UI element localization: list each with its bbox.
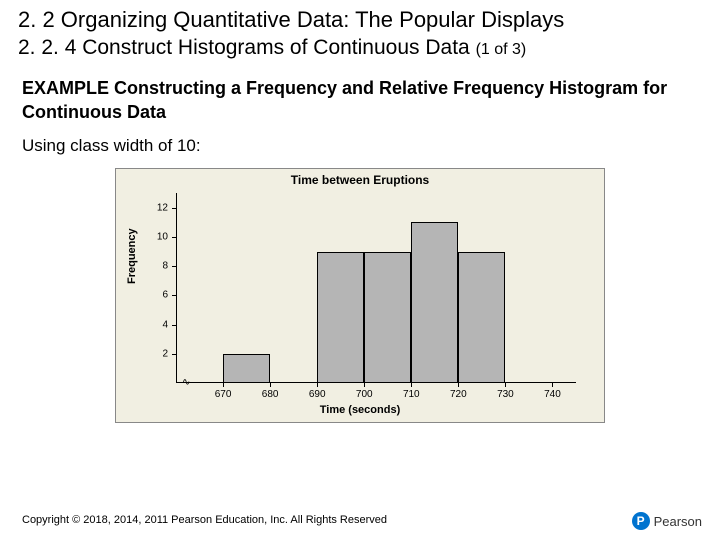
y-tick <box>172 208 176 209</box>
histogram-bar <box>317 252 364 384</box>
pearson-logo-icon: P <box>632 512 650 530</box>
x-tick-label: 700 <box>356 389 373 400</box>
x-tick <box>552 383 553 387</box>
y-tick-label: 10 <box>157 231 168 242</box>
x-tick-label: 670 <box>215 389 232 400</box>
y-tick-label: 2 <box>162 348 168 359</box>
y-tick <box>172 354 176 355</box>
x-tick-label: 710 <box>403 389 420 400</box>
subsection-title: 2. 2. 4 Construct Histograms of Continuo… <box>18 36 702 60</box>
x-tick <box>411 383 412 387</box>
x-tick-label: 680 <box>262 389 279 400</box>
example-block: EXAMPLE Constructing a Frequency and Rel… <box>0 62 720 430</box>
x-tick-label: 740 <box>544 389 561 400</box>
y-tick <box>172 295 176 296</box>
x-tick <box>317 383 318 387</box>
x-tick <box>364 383 365 387</box>
y-tick-label: 12 <box>157 202 168 213</box>
axis-break-icon: ∿ <box>182 378 190 388</box>
section-title: 2. 2 Organizing Quantitative Data: The P… <box>18 6 702 34</box>
x-axis-label: Time (seconds) <box>116 404 604 416</box>
y-axis-label: Frequency <box>126 228 138 284</box>
x-tick <box>223 383 224 387</box>
y-tick <box>172 325 176 326</box>
subsection-text: 2. 2. 4 Construct Histograms of Continuo… <box>18 36 470 59</box>
y-axis-line <box>176 193 177 383</box>
x-tick-label: 690 <box>309 389 326 400</box>
x-tick-label: 720 <box>450 389 467 400</box>
x-tick <box>505 383 506 387</box>
example-body: Using class width of 10: <box>22 136 698 156</box>
header: 2. 2 Organizing Quantitative Data: The P… <box>0 0 720 62</box>
x-tick <box>458 383 459 387</box>
plot-area: 24681012∿670680690700710720730740 <box>176 193 576 383</box>
y-tick <box>172 237 176 238</box>
y-tick-label: 6 <box>162 290 168 301</box>
histogram-bar <box>458 252 505 384</box>
pearson-logo-text: Pearson <box>654 514 702 529</box>
copyright-text: Copyright © 2018, 2014, 2011 Pearson Edu… <box>22 514 387 526</box>
histogram-bar <box>223 354 270 383</box>
example-heading: EXAMPLE Constructing a Frequency and Rel… <box>22 76 698 125</box>
histogram-bar <box>411 222 458 383</box>
x-tick <box>270 383 271 387</box>
histogram-chart: Time between Eruptions Frequency Time (s… <box>115 168 605 423</box>
y-tick-label: 8 <box>162 261 168 272</box>
y-tick <box>172 266 176 267</box>
histogram-bar <box>364 252 411 384</box>
pearson-logo: P Pearson <box>632 512 702 530</box>
x-tick-label: 730 <box>497 389 514 400</box>
y-tick-label: 4 <box>162 319 168 330</box>
page-indicator: (1 of 3) <box>476 41 527 58</box>
chart-title: Time between Eruptions <box>116 173 604 187</box>
